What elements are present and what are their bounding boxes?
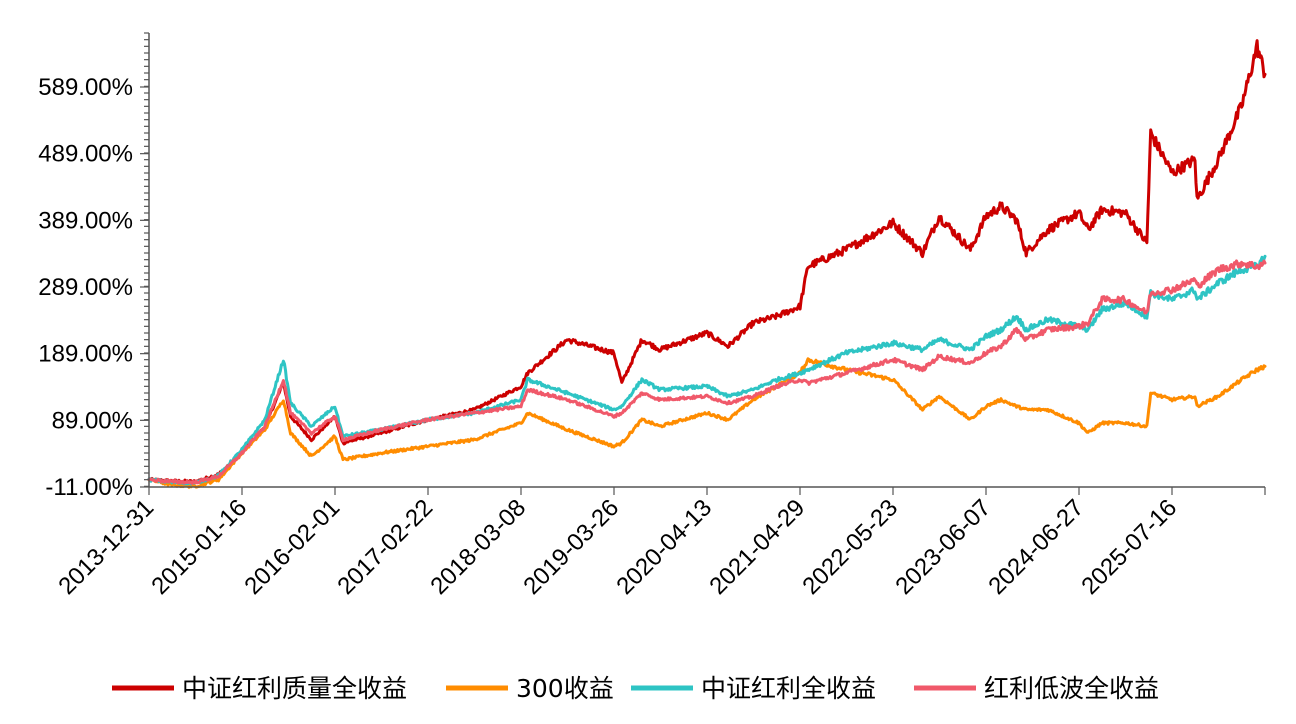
y-tick-label: 489.00% [38, 141, 133, 168]
y-tick-label: 589.00% [38, 74, 133, 101]
x-tick-label: 2015-01-16 [146, 494, 252, 600]
legend-label: 中证红利质量全收益 [182, 674, 407, 703]
x-tick-label: 2020-04-13 [611, 494, 717, 600]
x-tick-label: 2021-04-29 [704, 494, 810, 600]
legend: 中证红利质量全收益 300收益 中证红利全收益 红利低波全收益 [112, 674, 1159, 703]
series-layer [147, 39, 1267, 489]
series-line-2 [147, 357, 1267, 489]
series-line-3 [147, 254, 1267, 486]
series-line-4 [147, 259, 1267, 485]
x-tick-label: 2018-03-08 [425, 494, 531, 600]
x-tick-label: 2016-02-01 [239, 494, 345, 600]
y-tick-label: 389.00% [38, 207, 133, 234]
x-tick-label: 2023-06-07 [890, 494, 996, 600]
x-tick-label: 2013-12-31 [53, 494, 159, 600]
y-tick-label: -11.00% [45, 474, 133, 501]
axis-layer: -11.00% 89.00% 189.00% 289.00% 389.00% 489.00… [38, 32, 1266, 600]
y-tick-label: 289.00% [38, 274, 133, 301]
series-line-1 [147, 39, 1267, 484]
x-tick-label: 2019-03-26 [518, 494, 624, 600]
legend-label: 300收益 [516, 674, 614, 703]
x-tick-label: 2025-07-16 [1076, 494, 1182, 600]
y-tick-label: 89.00% [52, 407, 133, 434]
legend-label: 中证红利全收益 [701, 674, 876, 703]
x-tick-label: 2017-02-22 [332, 494, 438, 600]
x-tick-label: 2022-05-23 [797, 494, 903, 600]
y-tick-label: 189.00% [38, 341, 133, 368]
x-tick-label: 2024-06-27 [983, 494, 1089, 600]
legend-label: 红利低波全收益 [984, 674, 1159, 703]
